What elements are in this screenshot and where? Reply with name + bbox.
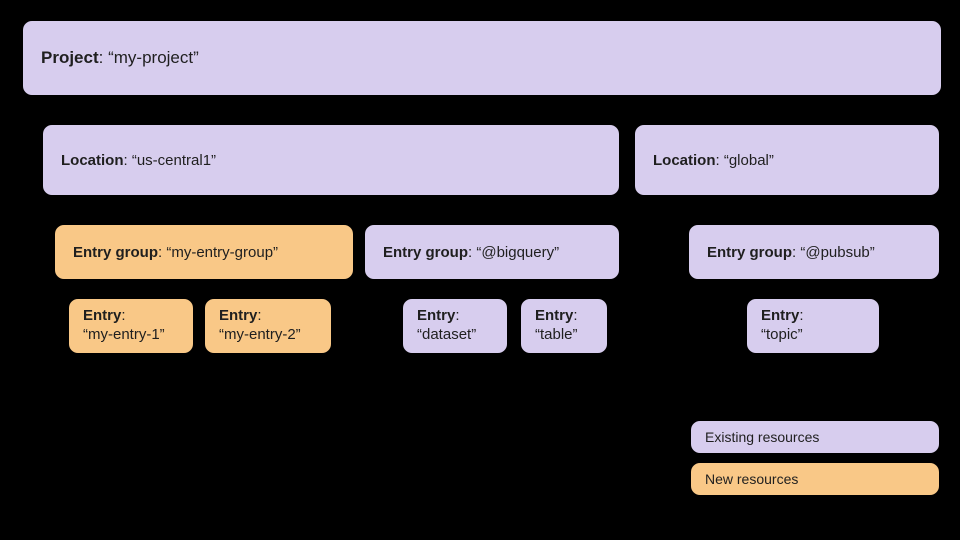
location-label: Location: “us-central1”	[61, 152, 216, 169]
entry-box-my-entry-1: Entry:“my-entry-1”	[68, 298, 194, 354]
legend-existing-label: Existing resources	[705, 429, 819, 445]
entry-group-box-bigquery: Entry group: “@bigquery”	[364, 224, 620, 280]
entry-label: Entry:“table”	[535, 307, 578, 345]
location-label: Location: “global”	[653, 152, 774, 169]
project-label: Project: “my-project”	[41, 48, 199, 68]
entry-group-box-pubsub: Entry group: “@pubsub”	[688, 224, 940, 280]
legend-existing: Existing resources	[690, 420, 940, 454]
legend-new-label: New resources	[705, 471, 798, 487]
location-box-us-central1: Location: “us-central1”	[42, 124, 620, 196]
entry-box-dataset: Entry:“dataset”	[402, 298, 508, 354]
entry-group-label: Entry group: “@bigquery”	[383, 244, 559, 261]
entry-box-topic: Entry:“topic”	[746, 298, 880, 354]
entry-group-label: Entry group: “my-entry-group”	[73, 244, 278, 261]
location-box-global: Location: “global”	[634, 124, 940, 196]
entry-label: Entry:“dataset”	[417, 307, 476, 345]
legend-new: New resources	[690, 462, 940, 496]
entry-label: Entry:“my-entry-2”	[219, 307, 301, 345]
entry-box-my-entry-2: Entry:“my-entry-2”	[204, 298, 332, 354]
project-box: Project: “my-project”	[22, 20, 942, 96]
entry-box-table: Entry:“table”	[520, 298, 608, 354]
entry-label: Entry:“topic”	[761, 307, 804, 345]
entry-label: Entry:“my-entry-1”	[83, 307, 165, 345]
entry-group-label: Entry group: “@pubsub”	[707, 244, 875, 261]
entry-group-box-my-entry-group: Entry group: “my-entry-group”	[54, 224, 354, 280]
